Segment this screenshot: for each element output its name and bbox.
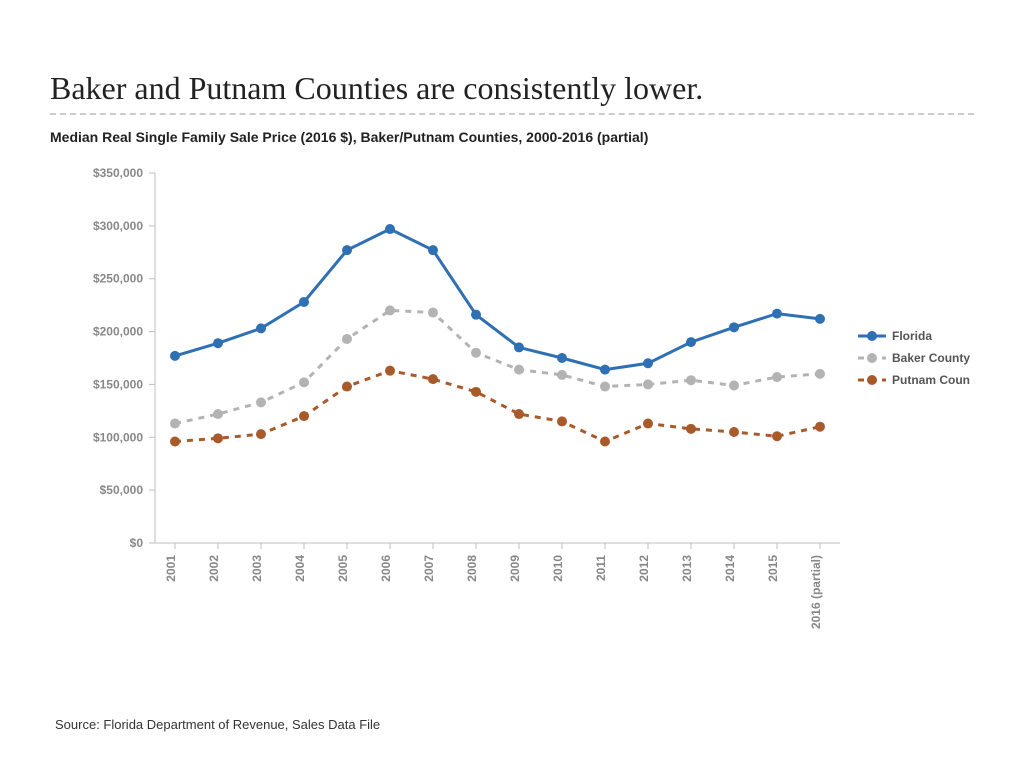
x-tick-label: 2003 (250, 555, 264, 582)
chart-subtitle: Median Real Single Family Sale Price (20… (50, 129, 974, 145)
x-tick-label: 2006 (379, 555, 393, 582)
x-tick-label: 2010 (551, 555, 565, 582)
series-marker (557, 353, 567, 363)
series-marker (170, 419, 180, 429)
series-line (175, 229, 820, 370)
series-marker (471, 348, 481, 358)
legend-label: Baker County (892, 351, 970, 365)
y-tick-label: $0 (130, 536, 144, 550)
series-marker (385, 305, 395, 315)
series-marker (428, 245, 438, 255)
series-marker (686, 337, 696, 347)
series-marker (729, 322, 739, 332)
x-tick-label: 2002 (207, 555, 221, 582)
series-marker (170, 351, 180, 361)
series-marker (557, 416, 567, 426)
series-marker (729, 427, 739, 437)
series-marker (213, 433, 223, 443)
legend-marker (867, 375, 877, 385)
legend-label: Florida (892, 329, 932, 343)
y-tick-label: $150,000 (93, 377, 143, 391)
series-marker (256, 397, 266, 407)
series-marker (600, 437, 610, 447)
series-marker (815, 314, 825, 324)
x-tick-label: 2005 (336, 555, 350, 582)
series-marker (299, 377, 309, 387)
x-tick-label: 2001 (164, 555, 178, 582)
series-line (175, 371, 820, 442)
series-marker (385, 366, 395, 376)
series-marker (557, 370, 567, 380)
series-marker (256, 429, 266, 439)
series-marker (686, 375, 696, 385)
series-marker (342, 245, 352, 255)
legend-marker (867, 353, 877, 363)
title-underline (50, 113, 974, 115)
line-chart: $0 $50,000 $100,000 $150,000 $200,000 $250,00… (50, 163, 970, 643)
y-tick-label: $100,000 (93, 430, 143, 444)
series-marker (772, 309, 782, 319)
series-marker (170, 437, 180, 447)
legend-label: Putnam County (892, 373, 970, 387)
series-marker (256, 323, 266, 333)
series-line (175, 310, 820, 423)
series-marker (299, 411, 309, 421)
series-marker (514, 342, 524, 352)
x-tick-label: 2014 (723, 555, 737, 582)
x-tick-label: 2016 (partial) (809, 555, 823, 629)
y-tick-label: $250,000 (93, 272, 143, 286)
x-tick-label: 2009 (508, 555, 522, 582)
chart-svg: $0 $50,000 $100,000 $150,000 $200,000 $250,00… (50, 163, 970, 643)
x-tick-label: 2004 (293, 555, 307, 582)
page-title: Baker and Putnam Counties are consistent… (50, 70, 974, 107)
y-tick-label: $50,000 (100, 483, 144, 497)
series-marker (428, 308, 438, 318)
x-tick-label: 2012 (637, 555, 651, 582)
series-marker (471, 310, 481, 320)
series-marker (299, 297, 309, 307)
series-marker (514, 365, 524, 375)
y-tick-label: $350,000 (93, 166, 143, 180)
x-tick-label: 2011 (594, 555, 608, 581)
series-marker (729, 380, 739, 390)
series-marker (342, 382, 352, 392)
series-marker (643, 379, 653, 389)
series-marker (385, 224, 395, 234)
source-citation: Source: Florida Department of Revenue, S… (55, 717, 380, 732)
slide: Baker and Putnam Counties are consistent… (0, 0, 1024, 768)
series-marker (643, 358, 653, 368)
y-tick-label: $300,000 (93, 219, 143, 233)
series-marker (643, 419, 653, 429)
series-marker (342, 334, 352, 344)
series-marker (213, 338, 223, 348)
x-tick-label: 2015 (766, 555, 780, 582)
series-marker (686, 424, 696, 434)
series-marker (213, 409, 223, 419)
series-marker (815, 369, 825, 379)
series-marker (815, 422, 825, 432)
x-tick-label: 2008 (465, 555, 479, 582)
series-marker (471, 387, 481, 397)
series-marker (514, 409, 524, 419)
y-tick-label: $200,000 (93, 325, 143, 339)
series-marker (772, 431, 782, 441)
series-marker (772, 372, 782, 382)
series-marker (600, 365, 610, 375)
x-tick-label: 2007 (422, 555, 436, 582)
legend-marker (867, 331, 877, 341)
x-tick-label: 2013 (680, 555, 694, 582)
series-marker (600, 382, 610, 392)
series-marker (428, 374, 438, 384)
